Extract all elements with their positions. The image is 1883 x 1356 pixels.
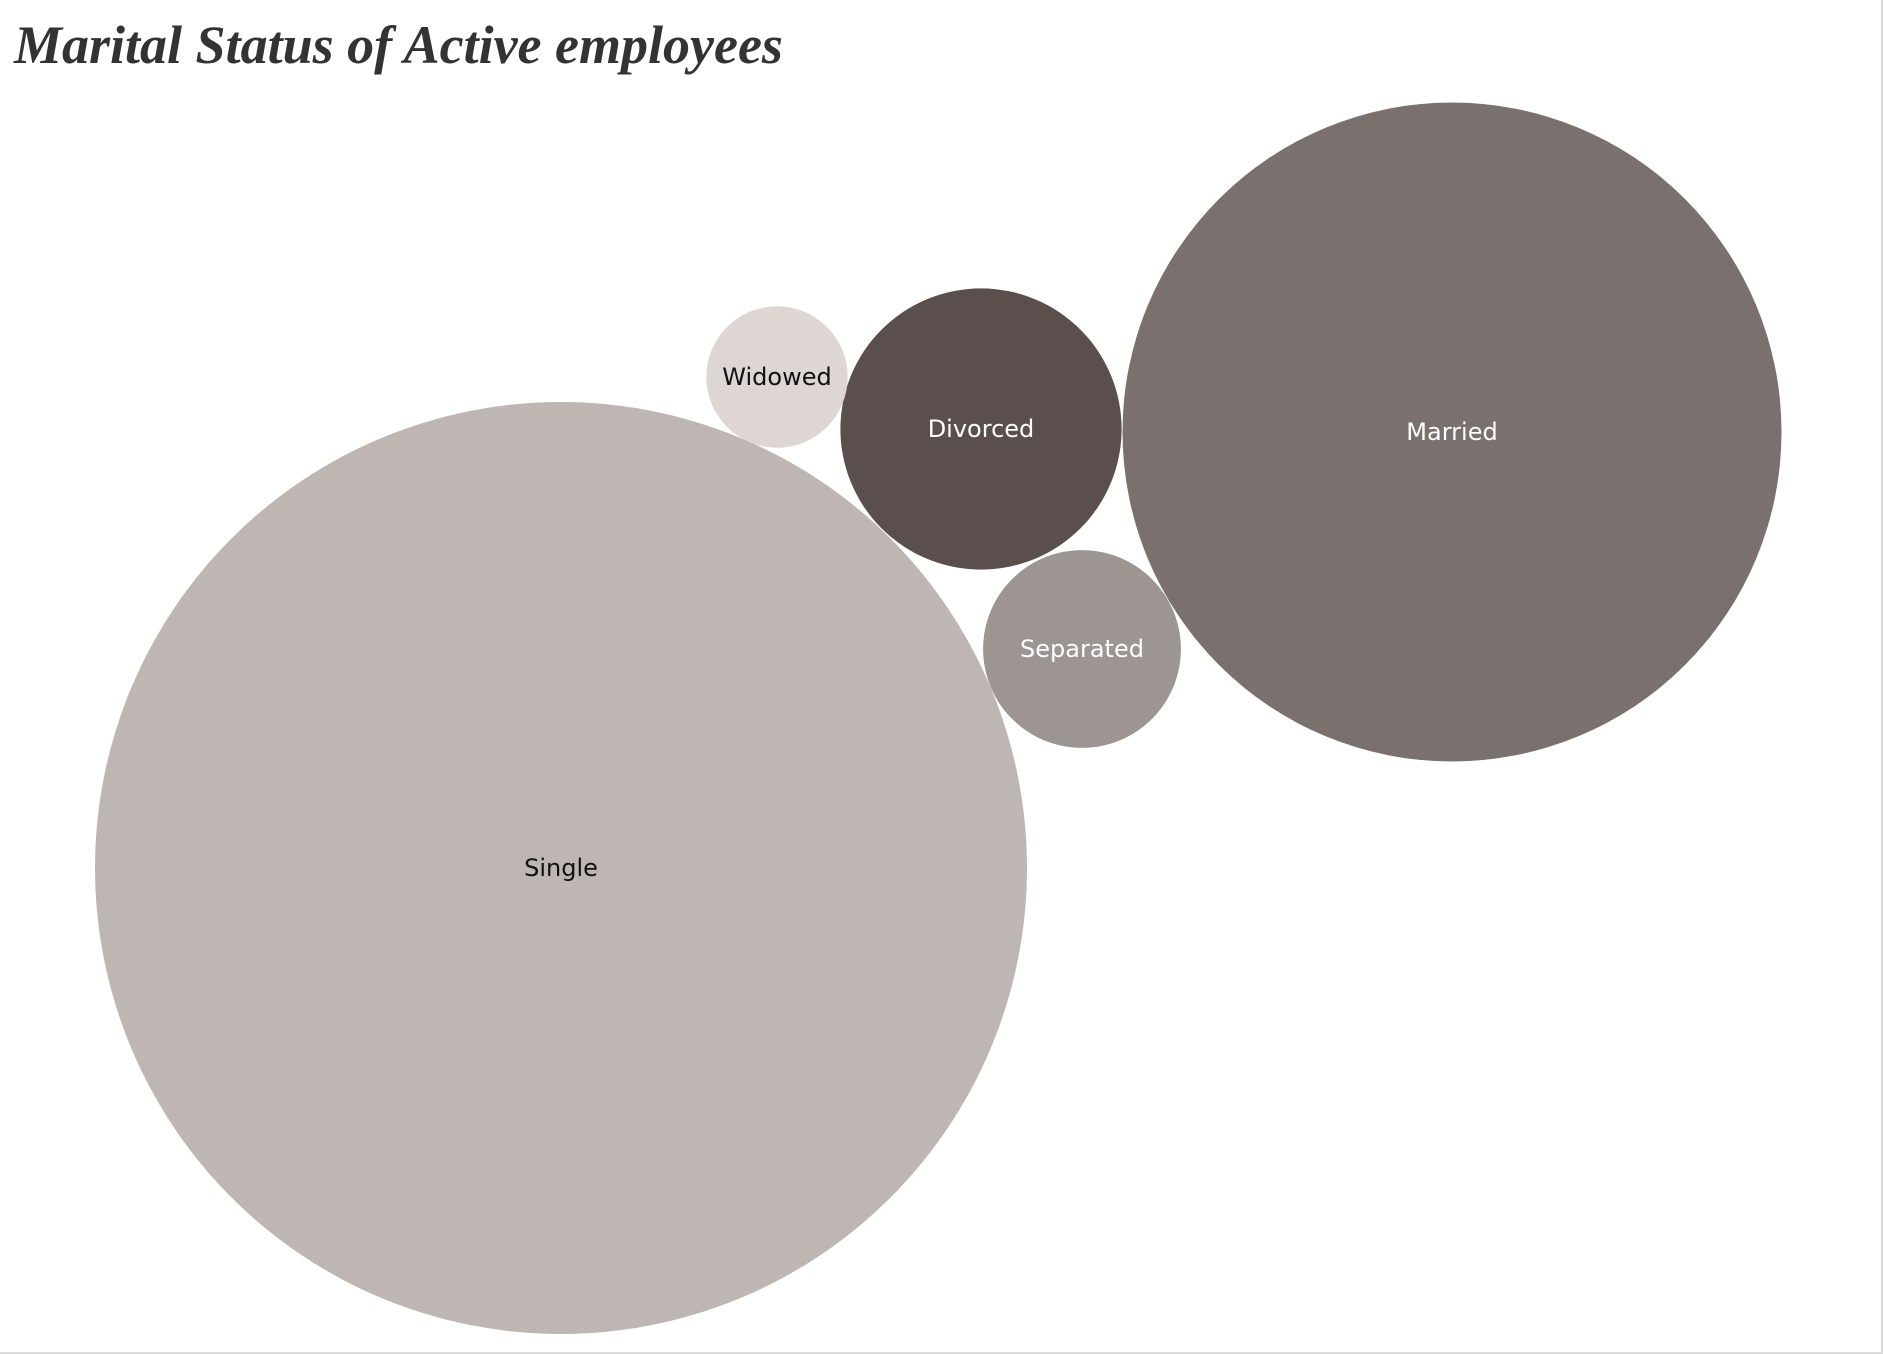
bubble-label-separated: Separated	[1020, 635, 1144, 663]
bubble-widowed[interactable]	[706, 306, 848, 448]
bubble-label-divorced: Divorced	[928, 415, 1035, 443]
bubble-label-married: Married	[1406, 418, 1497, 446]
bubble-label-widowed: Widowed	[722, 363, 831, 391]
bubble-label-single: Single	[524, 854, 598, 882]
bubble-separated[interactable]	[983, 550, 1181, 748]
chart-title: Marital Status of Active employees	[14, 15, 783, 75]
bubble-divorced[interactable]	[840, 288, 1122, 570]
bubble-single[interactable]	[95, 402, 1027, 1334]
bubble-married[interactable]	[1122, 102, 1782, 762]
